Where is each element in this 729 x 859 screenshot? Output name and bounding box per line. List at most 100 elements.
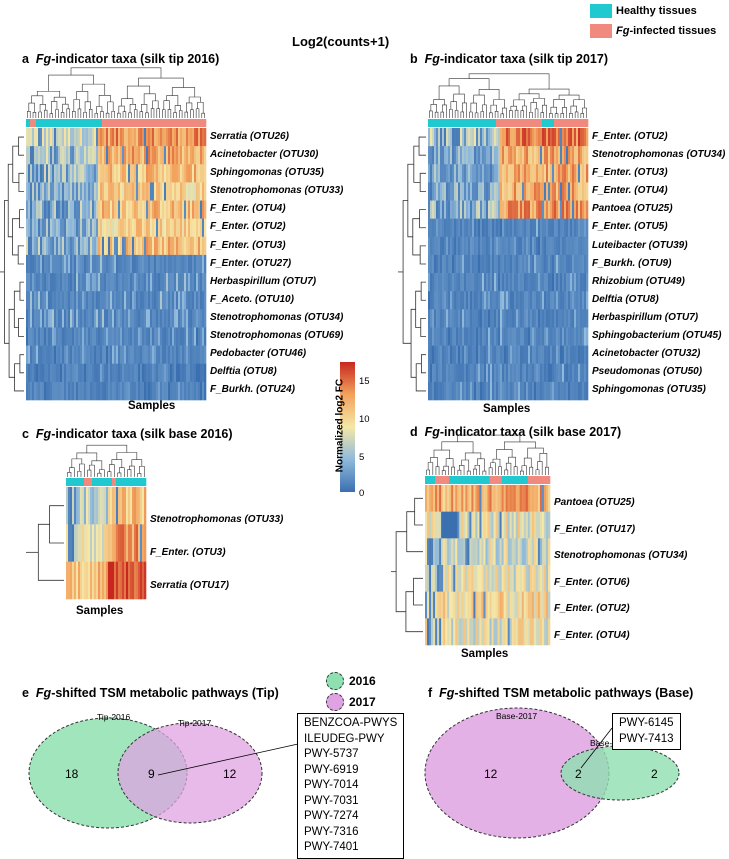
heatmap-cell	[442, 309, 445, 328]
heatmap-cell	[507, 511, 510, 539]
heatmap-cell	[108, 524, 111, 562]
heatmap-cell	[530, 345, 533, 365]
group-bar-cell	[570, 119, 573, 127]
heatmap-cell	[427, 591, 430, 619]
heatmap-cell	[82, 487, 85, 525]
heatmap-cell	[502, 345, 505, 365]
heatmap-cell	[531, 565, 535, 592]
heatmap-cell	[511, 538, 515, 566]
heatmap-cell	[126, 561, 129, 600]
heatmap-cell	[498, 218, 501, 238]
heatmap-cell	[516, 236, 519, 256]
heatmap-cell	[432, 182, 435, 201]
heatmap-cell	[124, 128, 127, 147]
heatmap-cell	[486, 236, 489, 256]
heatmap-cell	[192, 200, 195, 219]
heatmap-cell	[546, 381, 549, 401]
dendrogram-branch	[402, 200, 412, 344]
heatmap-cell	[451, 511, 454, 539]
group-bar-cell	[435, 476, 438, 484]
heatmap-cell	[514, 309, 517, 328]
heatmap-cell	[162, 200, 165, 219]
heatmap-cell	[192, 309, 195, 328]
heatmap-cell	[38, 309, 41, 328]
heatmap-cell	[114, 128, 117, 147]
dendrogram-branch	[18, 318, 24, 337]
heatmap-cell	[46, 218, 49, 238]
heatmap-cell	[548, 381, 551, 401]
heatmap-cell	[170, 182, 173, 201]
heatmap-cell	[190, 218, 193, 238]
heatmap-cell	[100, 218, 103, 238]
heatmap-cell	[510, 236, 513, 256]
heatmap-cell	[484, 200, 487, 219]
heatmap-cell	[560, 164, 563, 183]
heatmap-cell	[138, 291, 141, 310]
heatmap-cell	[539, 565, 543, 592]
dendrogram-branch	[490, 104, 497, 113]
heatmap-cell	[76, 327, 79, 346]
group-bar-cell	[78, 119, 81, 127]
heatmap-cell	[112, 363, 115, 383]
heatmap-cell	[476, 327, 479, 346]
heatmap-cell	[174, 291, 177, 310]
heatmap-cell	[502, 309, 505, 328]
heatmap-cell	[568, 273, 571, 292]
heatmap-cell	[512, 128, 515, 147]
dendrogram-branch	[460, 111, 465, 118]
heatmap-cell	[490, 254, 493, 274]
heatmap-cell	[440, 146, 443, 165]
group-bar-cell	[120, 478, 123, 486]
heatmap-cell	[200, 218, 203, 238]
heatmap-cell	[570, 273, 573, 292]
heatmap-cell	[448, 381, 451, 401]
heatmap-cell	[511, 591, 515, 619]
heatmap-cell	[515, 485, 519, 512]
heatmap-cell	[122, 327, 125, 346]
heatmap-cell	[204, 291, 207, 310]
heatmap-cell	[104, 327, 107, 346]
heatmap-cell	[166, 164, 169, 183]
heatmap-cell	[190, 273, 193, 292]
heatmap-cell	[470, 146, 473, 165]
heatmap-cell	[431, 485, 434, 512]
heatmap-cell	[487, 485, 490, 512]
heatmap-cell	[586, 182, 589, 201]
heatmap-cell	[188, 218, 191, 238]
heatmap-cell	[542, 363, 545, 383]
heatmap-cell	[506, 146, 509, 165]
heatmap-cell	[138, 218, 141, 238]
dendrogram-branch	[122, 111, 127, 118]
heatmap-cell	[176, 254, 179, 274]
heatmap-cell	[464, 254, 467, 274]
heatmap-cell	[454, 236, 457, 256]
heatmap-cell	[88, 381, 91, 401]
heatmap-cell	[148, 273, 151, 292]
heatmap-cell	[182, 309, 185, 328]
heatmap-cell	[72, 273, 75, 292]
dendrogram-branch	[37, 523, 64, 581]
heatmap-cell	[554, 291, 557, 310]
heatmap-cell	[536, 273, 539, 292]
heatmap-cell	[479, 485, 482, 512]
heatmap-cell	[78, 363, 81, 383]
heatmap-cell	[136, 327, 139, 346]
heatmap-cell	[110, 128, 113, 147]
heatmap-cell	[576, 273, 579, 292]
heatmap-cell	[36, 291, 39, 310]
heatmap-cell	[62, 218, 65, 238]
heatmap-cell	[446, 291, 449, 310]
heatmap-cell	[154, 146, 157, 165]
heatmap-cell	[66, 218, 69, 238]
heatmap-cell	[140, 146, 143, 165]
heatmap-cell	[200, 273, 203, 292]
dendrogram-branch	[418, 136, 426, 156]
heatmap-cell	[498, 291, 501, 310]
heatmap-cell	[524, 309, 527, 328]
heatmap-cell	[30, 218, 33, 238]
heatmap-cell	[528, 291, 531, 310]
heatmap-cell	[566, 128, 569, 147]
heatmap-cell	[440, 128, 443, 147]
heatmap-cell	[431, 591, 434, 619]
heatmap-cell	[471, 511, 474, 539]
